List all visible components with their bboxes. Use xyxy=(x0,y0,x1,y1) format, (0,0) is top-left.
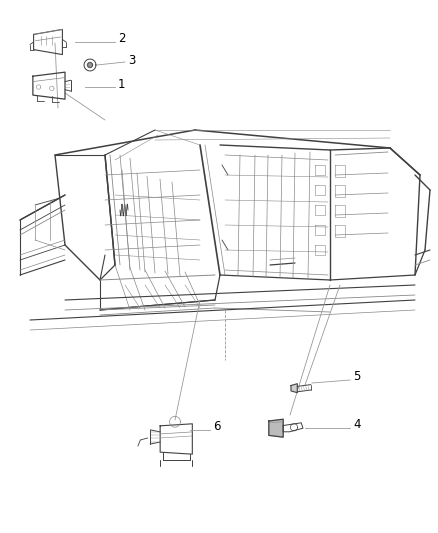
Text: 1: 1 xyxy=(118,77,126,91)
Text: 4: 4 xyxy=(353,418,360,432)
Text: 5: 5 xyxy=(353,370,360,384)
Polygon shape xyxy=(269,419,283,437)
Polygon shape xyxy=(291,384,297,393)
Text: 3: 3 xyxy=(128,53,135,67)
Polygon shape xyxy=(88,62,92,68)
Text: 6: 6 xyxy=(213,421,220,433)
Text: 2: 2 xyxy=(118,33,126,45)
